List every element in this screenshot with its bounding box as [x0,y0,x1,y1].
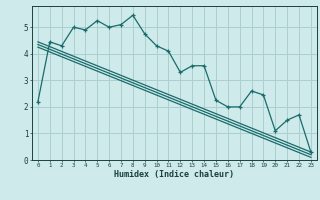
X-axis label: Humidex (Indice chaleur): Humidex (Indice chaleur) [115,170,234,179]
